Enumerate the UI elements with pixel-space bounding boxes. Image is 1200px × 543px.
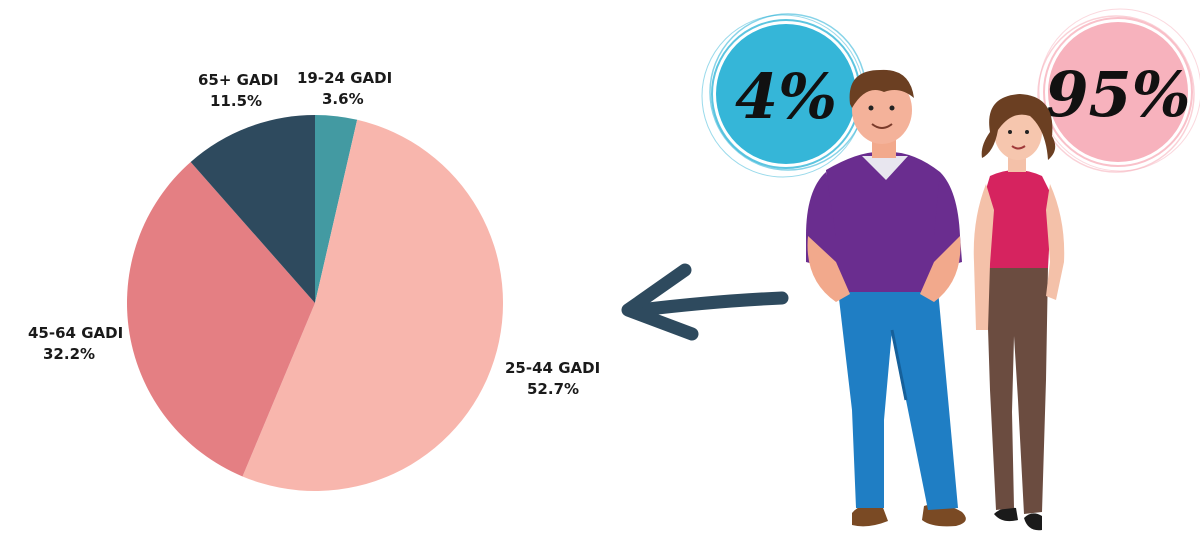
label-65plus-value: 11.5% (210, 92, 262, 110)
label-45-64-value: 32.2% (43, 345, 95, 363)
label-25-44-value: 52.7% (527, 380, 579, 398)
slice-65plus (190, 115, 315, 303)
slice-25-44 (242, 119, 504, 492)
male-share-text: 4% (735, 60, 837, 133)
label-19-24-category: 19-24 GADI (297, 69, 392, 87)
slice-19-24 (315, 115, 358, 303)
male-share-badge: 4% (701, 13, 867, 178)
pie-chart (127, 115, 504, 492)
woman-illustration (973, 94, 1065, 531)
female-share-badge: 95% (1037, 8, 1200, 173)
slice-45-64 (127, 161, 315, 477)
female-share-text: 95% (1045, 58, 1190, 131)
label-65plus-category: 65+ GADI (198, 71, 279, 89)
man-illustration (806, 69, 966, 527)
label-45-64-category: 45-64 GADI (28, 324, 123, 342)
label-19-24-value: 3.6% (322, 90, 364, 108)
label-25-44-category: 25-44 GADI (505, 359, 600, 377)
arrow-left-icon (621, 263, 789, 341)
